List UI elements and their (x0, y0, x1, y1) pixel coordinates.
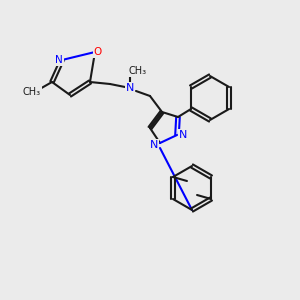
Text: N: N (55, 55, 63, 65)
Text: O: O (94, 47, 102, 57)
Text: N: N (126, 83, 134, 93)
Text: N: N (179, 130, 187, 140)
Text: N: N (150, 140, 158, 150)
Text: CH₃: CH₃ (129, 66, 147, 76)
Text: CH₃: CH₃ (23, 87, 41, 97)
